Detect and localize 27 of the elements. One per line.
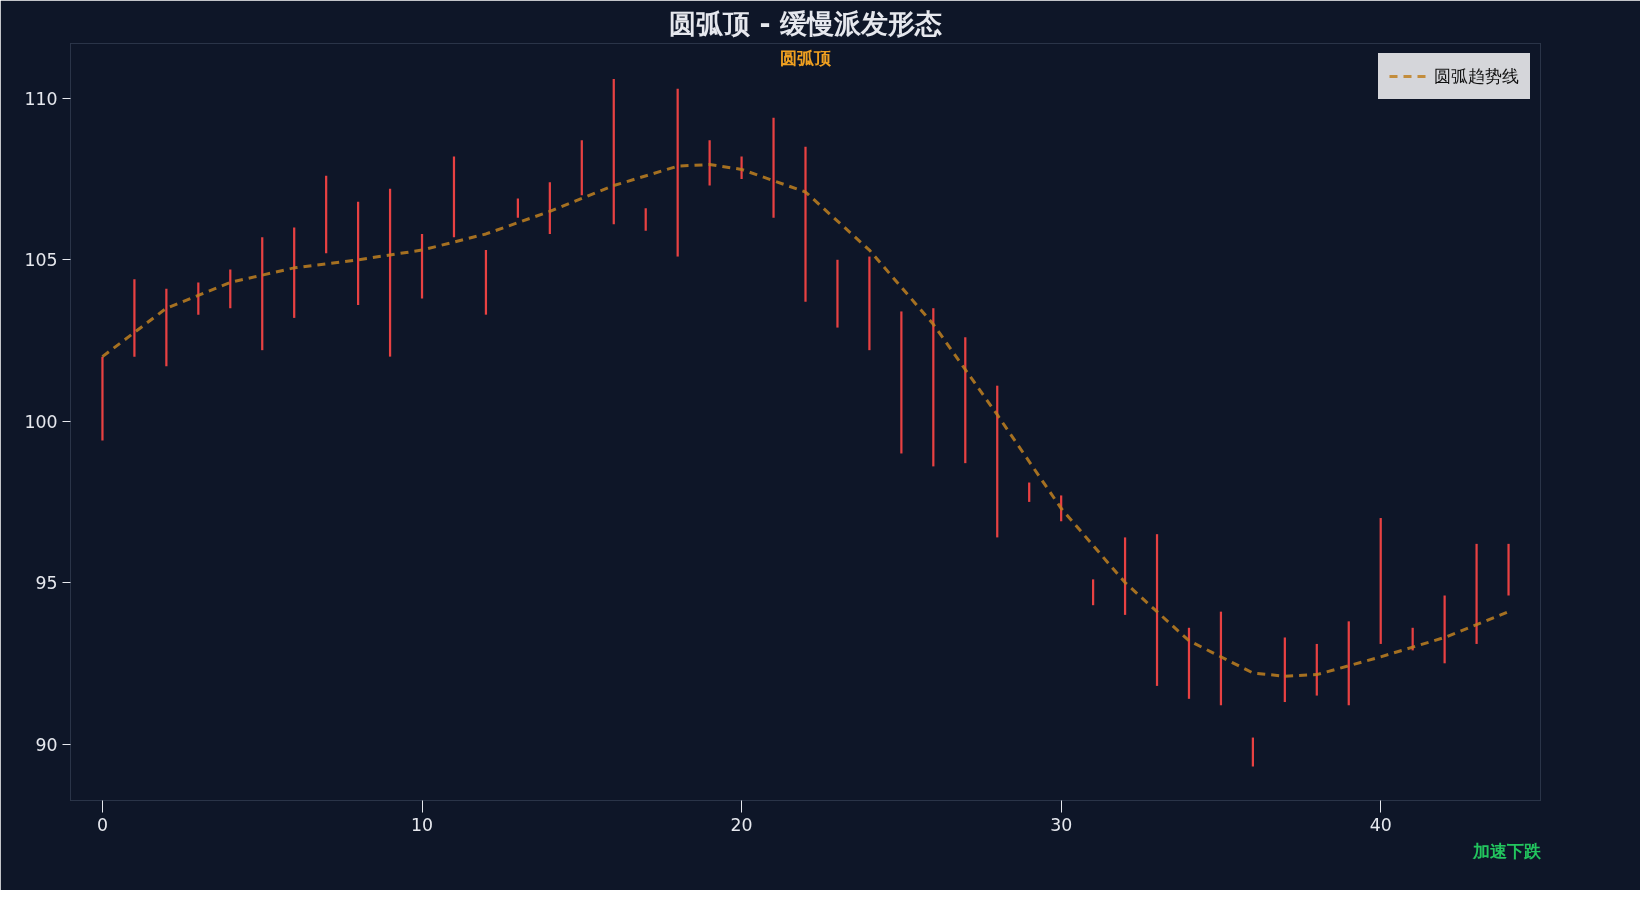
legend-label: 圆弧趋势线 [1434, 65, 1519, 88]
x-tick-label: 10 [411, 814, 434, 835]
bar [1507, 543, 1510, 596]
text: 加速下跌 [1471, 840, 1542, 861]
bar [133, 279, 136, 357]
annotation: 圆弧顶 [780, 47, 832, 68]
y-tick-label: 110 [24, 88, 58, 109]
bar [772, 117, 775, 218]
bar [101, 356, 104, 441]
y-tick-label: 90 [35, 734, 58, 755]
chart-title: 圆弧顶 - 缓慢派发形态 [669, 7, 942, 39]
bar [836, 259, 839, 328]
x-tick-label: 40 [1369, 814, 1392, 835]
x-tick-label: 20 [730, 814, 753, 835]
bar [452, 156, 456, 238]
x-tick-label: 0 [96, 814, 108, 835]
y-tick-label: 95 [35, 573, 58, 594]
bar [484, 250, 488, 315]
y-tick-label: 105 [24, 250, 58, 271]
bar [644, 208, 647, 231]
x-tick-label: 30 [1050, 814, 1073, 835]
bar [1091, 579, 1095, 606]
y-tick-label: 100 [24, 411, 58, 432]
bar [868, 256, 871, 351]
bar [804, 146, 807, 302]
bar [516, 198, 520, 218]
bar [1475, 543, 1478, 644]
